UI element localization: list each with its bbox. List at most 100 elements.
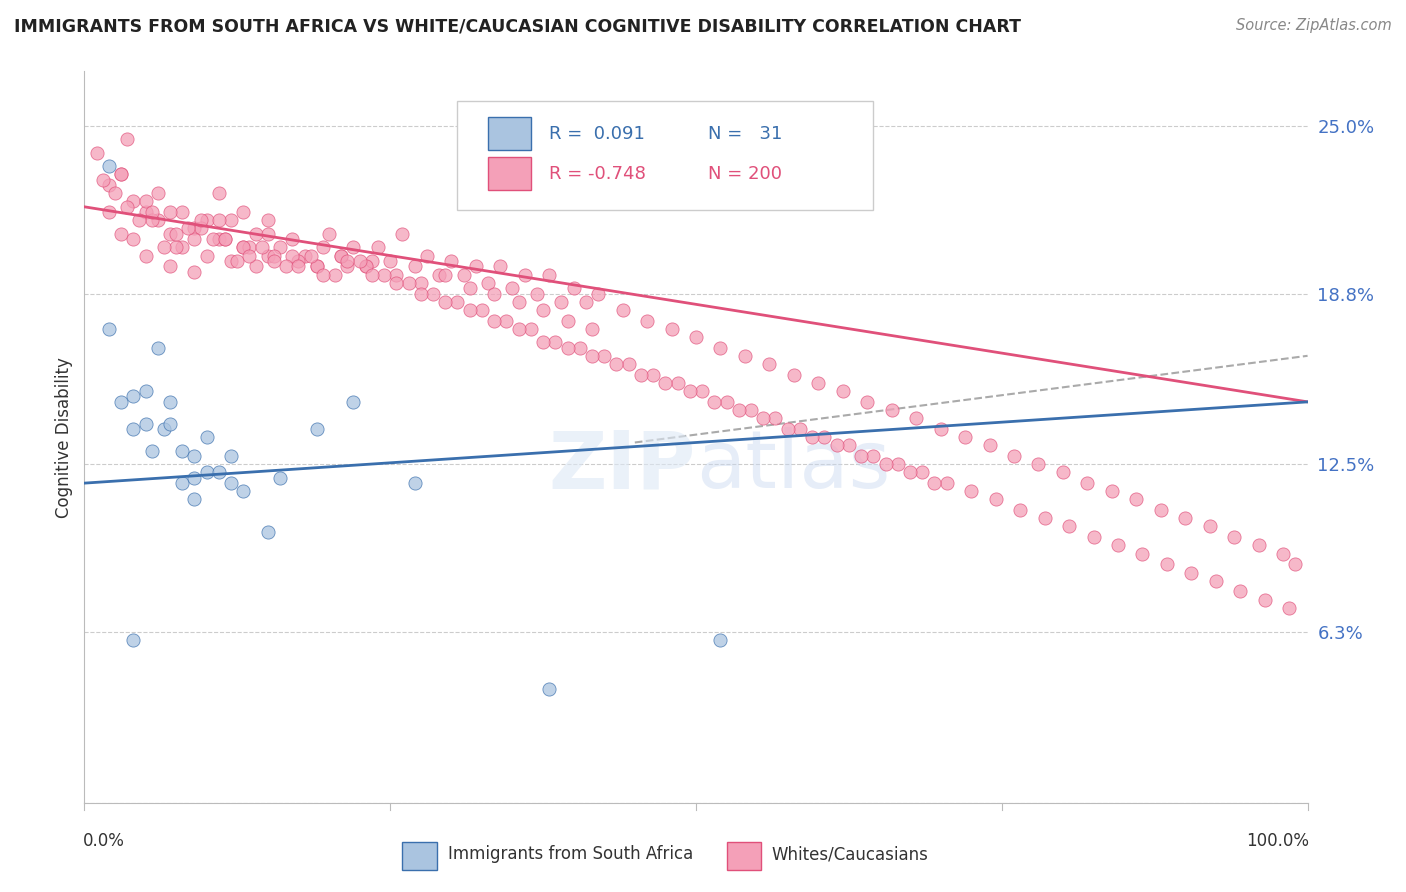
Point (165, 240, 187, 254)
Point (122, 633, 145, 648)
Point (159, 227, 181, 241)
Point (91, 172, 114, 186)
Point (531, 302, 554, 317)
Point (508, 294, 530, 309)
Point (458, 281, 481, 295)
Point (758, 357, 780, 371)
Point (219, 476, 242, 491)
Point (1052, 465, 1074, 479)
Point (323, 268, 346, 282)
Point (427, 268, 450, 282)
Text: R =  0.091: R = 0.091 (550, 125, 645, 143)
FancyBboxPatch shape (402, 842, 437, 870)
Point (557, 313, 579, 327)
Point (458, 302, 481, 317)
Point (887, 457, 910, 471)
Point (190, 221, 212, 235)
Point (513, 268, 536, 282)
Point (502, 281, 524, 295)
Point (373, 268, 395, 282)
Point (538, 268, 561, 282)
Y-axis label: Cognitive Disability: Cognitive Disability (55, 357, 73, 517)
Text: N =   31: N = 31 (709, 125, 783, 143)
Point (783, 368, 806, 382)
Point (666, 376, 689, 390)
Point (276, 260, 298, 274)
Point (238, 249, 260, 263)
Point (765, 411, 787, 425)
Point (269, 471, 291, 485)
Point (446, 294, 468, 309)
Point (464, 260, 486, 274)
Point (643, 368, 665, 382)
Point (690, 384, 713, 398)
Point (404, 260, 426, 274)
Point (727, 403, 749, 417)
Point (1205, 574, 1227, 588)
Point (550, 294, 572, 309)
Point (1284, 558, 1306, 572)
Point (508, 322, 530, 336)
Point (716, 395, 738, 409)
Point (336, 254, 359, 268)
Point (312, 240, 335, 254)
Point (183, 449, 205, 463)
Point (257, 227, 280, 241)
Point (960, 484, 983, 499)
Point (159, 205, 181, 219)
Point (471, 302, 494, 317)
Point (709, 633, 731, 648)
Point (305, 260, 328, 274)
Point (409, 276, 432, 290)
Point (440, 254, 463, 268)
Point (183, 232, 205, 246)
Point (183, 492, 205, 507)
Text: R = -0.748: R = -0.748 (550, 165, 647, 183)
Point (172, 240, 194, 254)
Point (789, 422, 811, 436)
Point (520, 322, 543, 336)
Point (385, 268, 408, 282)
Point (195, 465, 218, 479)
Point (935, 476, 957, 491)
Point (422, 286, 444, 301)
Point (104, 186, 127, 201)
Point (398, 276, 420, 290)
Point (929, 422, 952, 436)
Point (281, 249, 304, 263)
Point (825, 438, 848, 452)
Point (703, 395, 725, 409)
Point (685, 330, 707, 344)
Point (201, 232, 224, 246)
Point (434, 294, 457, 309)
Point (654, 376, 676, 390)
Point (1180, 566, 1202, 580)
Point (1174, 511, 1197, 525)
Point (135, 249, 157, 263)
Point (122, 232, 145, 246)
Point (232, 240, 254, 254)
Point (898, 465, 921, 479)
Point (312, 268, 335, 282)
FancyBboxPatch shape (727, 842, 761, 870)
Point (482, 313, 505, 327)
Text: Immigrants from South Africa: Immigrants from South Africa (447, 845, 693, 863)
Point (146, 213, 169, 227)
Point (568, 341, 591, 355)
Point (838, 438, 860, 452)
Point (434, 268, 457, 282)
Point (110, 167, 132, 181)
Point (110, 395, 132, 409)
Point (1223, 530, 1246, 544)
Point (214, 232, 236, 246)
Point (1229, 584, 1251, 599)
Point (880, 403, 903, 417)
Point (269, 240, 291, 254)
Point (801, 430, 824, 444)
Point (226, 254, 249, 268)
Point (1057, 519, 1080, 533)
Point (195, 430, 218, 444)
Point (709, 341, 731, 355)
Point (911, 465, 934, 479)
Point (153, 422, 176, 436)
